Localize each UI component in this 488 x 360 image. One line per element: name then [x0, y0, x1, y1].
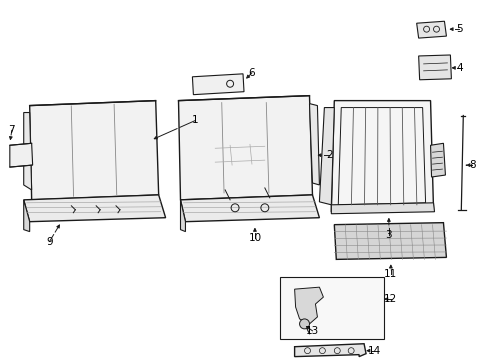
Polygon shape: [180, 195, 319, 222]
Polygon shape: [294, 287, 323, 324]
Polygon shape: [309, 104, 319, 185]
Text: 5: 5: [455, 24, 462, 34]
Polygon shape: [24, 200, 30, 231]
Polygon shape: [429, 143, 445, 177]
Polygon shape: [418, 55, 450, 80]
Polygon shape: [416, 21, 446, 38]
Polygon shape: [294, 344, 366, 357]
Polygon shape: [319, 108, 334, 205]
Polygon shape: [178, 96, 312, 200]
Polygon shape: [331, 100, 433, 212]
Text: 8: 8: [468, 160, 474, 170]
Polygon shape: [331, 203, 434, 214]
Text: 7: 7: [8, 125, 15, 135]
Polygon shape: [24, 113, 32, 190]
Polygon shape: [10, 143, 33, 167]
Text: 13: 13: [305, 326, 319, 336]
Text: 1: 1: [192, 116, 198, 126]
Polygon shape: [24, 195, 165, 222]
Text: 11: 11: [384, 269, 397, 279]
Text: 3: 3: [385, 230, 391, 239]
Text: 6: 6: [248, 68, 255, 78]
Polygon shape: [334, 223, 446, 260]
Polygon shape: [30, 100, 158, 200]
Text: 12: 12: [384, 294, 397, 304]
Text: 4: 4: [455, 63, 462, 73]
Circle shape: [299, 319, 309, 329]
Text: 9: 9: [46, 237, 53, 247]
Polygon shape: [338, 108, 425, 205]
Text: 14: 14: [366, 346, 380, 356]
Text: 2: 2: [325, 150, 332, 160]
Text: 10: 10: [248, 233, 261, 243]
Polygon shape: [192, 74, 244, 95]
Bar: [279, 277, 383, 339]
Polygon shape: [180, 200, 185, 231]
